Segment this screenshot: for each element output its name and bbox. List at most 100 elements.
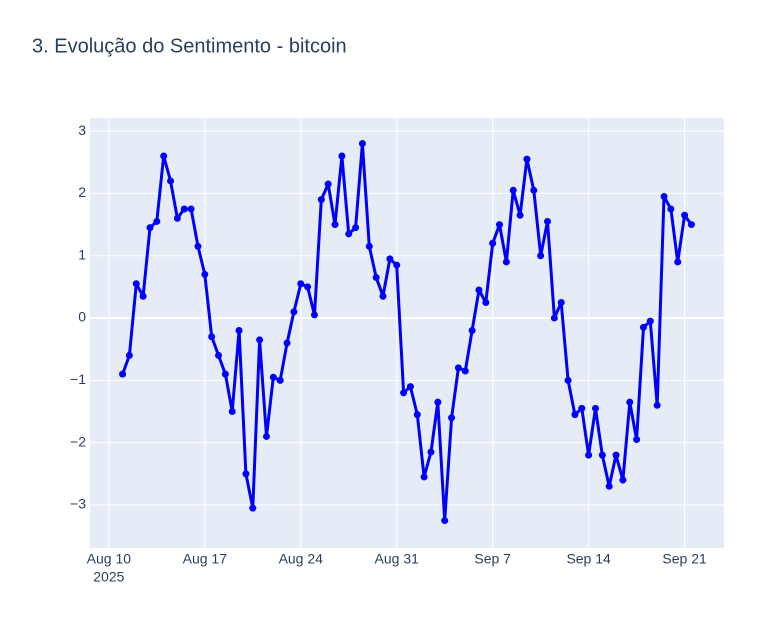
marker	[687, 221, 695, 229]
plot-area	[90, 118, 724, 548]
marker	[338, 152, 346, 160]
marker	[228, 408, 236, 416]
marker	[324, 180, 332, 188]
marker	[441, 517, 449, 525]
y-tick-label: −3	[70, 496, 86, 512]
marker	[365, 242, 373, 250]
marker	[427, 448, 435, 456]
x-tick-label: Aug 17	[183, 551, 228, 567]
marker	[461, 367, 469, 375]
marker	[489, 239, 497, 247]
marker	[358, 140, 366, 148]
marker	[139, 292, 147, 300]
marker	[208, 333, 216, 341]
marker	[304, 283, 312, 291]
marker	[160, 152, 168, 160]
x-tick-label: Aug 10	[87, 551, 132, 567]
marker	[482, 298, 490, 306]
marker	[667, 205, 675, 213]
marker	[605, 482, 613, 490]
marker	[516, 211, 524, 219]
marker	[146, 224, 154, 232]
marker	[420, 473, 428, 481]
marker	[352, 224, 360, 232]
marker	[550, 314, 558, 322]
marker	[262, 432, 270, 440]
marker	[173, 214, 181, 222]
marker	[386, 255, 394, 263]
marker	[454, 364, 462, 372]
marker	[201, 270, 209, 278]
marker	[297, 280, 305, 288]
x-tick-label: Aug 31	[375, 551, 420, 567]
marker	[639, 323, 647, 331]
y-tick-label: 2	[78, 184, 86, 200]
marker	[187, 205, 195, 213]
marker	[345, 230, 353, 238]
marker	[413, 411, 421, 419]
marker	[331, 221, 339, 229]
marker	[269, 373, 277, 381]
marker	[393, 261, 401, 269]
y-tick-label: 0	[78, 309, 86, 325]
marker	[119, 370, 127, 378]
marker	[167, 177, 175, 185]
marker	[633, 436, 641, 444]
marker	[242, 470, 250, 478]
marker	[132, 280, 140, 288]
marker	[496, 221, 504, 229]
chart-title: 3. Evolução do Sentimento - bitcoin	[32, 35, 347, 57]
marker	[475, 286, 483, 294]
marker	[125, 351, 133, 359]
marker	[400, 389, 408, 397]
y-tick-label: −1	[70, 371, 86, 387]
marker	[221, 370, 229, 378]
marker	[571, 411, 579, 419]
marker	[612, 451, 620, 459]
marker	[502, 258, 510, 266]
marker	[681, 211, 689, 219]
marker	[660, 193, 668, 201]
y-tick-label: 3	[78, 122, 86, 138]
marker	[180, 205, 188, 213]
marker	[310, 311, 318, 319]
x-tick-label: Sep 7	[474, 551, 511, 567]
marker	[153, 217, 161, 225]
marker	[578, 404, 586, 412]
marker	[591, 404, 599, 412]
x-tick-label: Sep 14	[566, 551, 611, 567]
marker	[276, 376, 284, 384]
marker	[406, 383, 414, 391]
x-tick-label: Aug 24	[279, 551, 324, 567]
y-tick-label: −2	[70, 433, 86, 449]
x-tick-sublabel: 2025	[93, 569, 124, 585]
marker	[379, 292, 387, 300]
marker	[530, 186, 538, 194]
marker	[256, 336, 264, 344]
marker	[544, 217, 552, 225]
marker	[564, 376, 572, 384]
marker	[468, 327, 476, 335]
marker	[434, 398, 442, 406]
marker	[557, 298, 565, 306]
x-tick-label: Sep 21	[662, 551, 707, 567]
marker	[317, 196, 325, 204]
marker	[619, 476, 627, 484]
marker	[249, 504, 257, 512]
marker	[509, 186, 517, 194]
marker	[283, 339, 291, 347]
marker	[653, 401, 661, 409]
marker	[674, 258, 682, 266]
marker	[598, 451, 606, 459]
marker	[194, 242, 202, 250]
marker	[290, 308, 298, 316]
marker	[372, 274, 380, 282]
marker	[537, 252, 545, 260]
marker	[448, 414, 456, 422]
marker	[523, 155, 531, 163]
marker	[585, 451, 593, 459]
marker	[235, 327, 243, 335]
marker	[646, 317, 654, 325]
marker	[215, 351, 223, 359]
